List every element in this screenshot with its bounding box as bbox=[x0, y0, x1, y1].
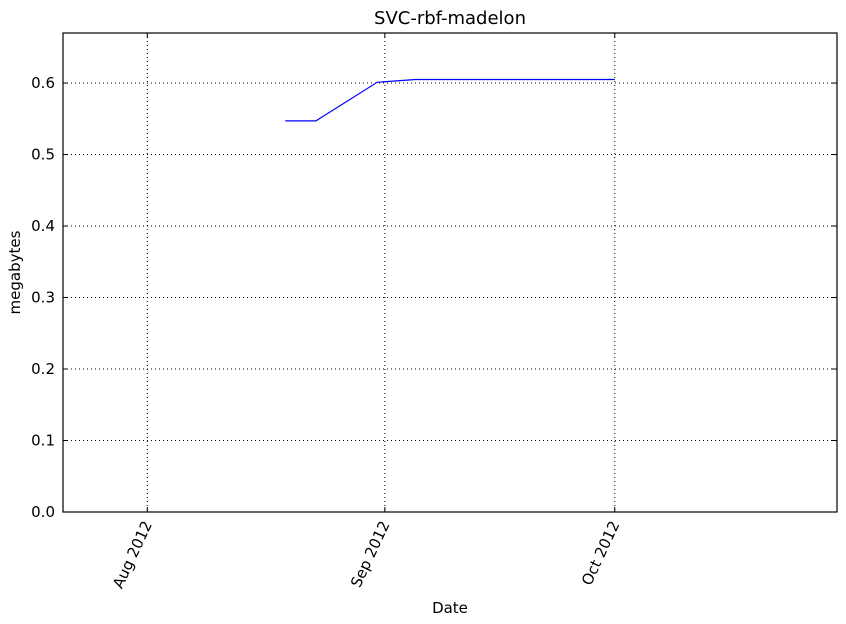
y-tick-label: 0.2 bbox=[31, 360, 55, 378]
series-layer bbox=[285, 78, 615, 122]
y-tick-label: 0.0 bbox=[31, 503, 55, 521]
y-tick-label: 0.5 bbox=[31, 146, 55, 164]
series-line bbox=[285, 78, 615, 122]
x-axis-title: Date bbox=[432, 599, 468, 617]
y-tick-label: 0.1 bbox=[31, 432, 55, 450]
ticks bbox=[63, 33, 837, 513]
plot-frame bbox=[62, 32, 838, 513]
y-axis-title: megabytes bbox=[6, 230, 24, 314]
grid bbox=[63, 33, 837, 512]
chart-title: SVC-rbf-madelon bbox=[374, 8, 526, 29]
y-tick-label: 0.3 bbox=[31, 289, 55, 307]
y-tick-label: 0.4 bbox=[31, 217, 55, 235]
y-tick-label: 0.6 bbox=[31, 74, 55, 92]
